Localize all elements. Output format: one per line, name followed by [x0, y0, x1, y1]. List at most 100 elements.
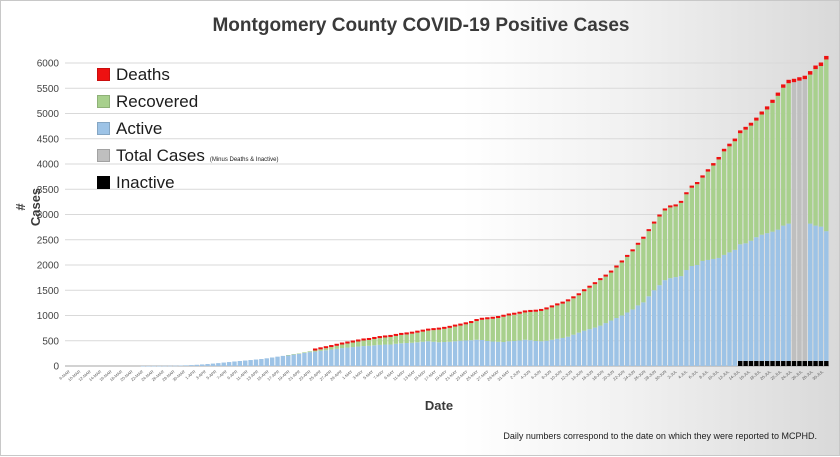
bar-active: [646, 296, 651, 366]
bar-active: [140, 365, 146, 367]
bar-recovered: [603, 276, 608, 324]
bar-active: [565, 336, 571, 366]
y-tick-label: 1000: [37, 311, 60, 322]
bar-deaths: [770, 99, 775, 103]
bar-active: [608, 320, 614, 366]
bar-deaths: [614, 265, 619, 268]
bar-deaths: [748, 122, 754, 126]
bar-recovered: [425, 330, 431, 342]
y-axis-label: # Cases: [13, 187, 43, 227]
bar-inactive: [791, 360, 797, 366]
bar-active: [382, 344, 388, 366]
legend-swatch-active: [97, 122, 110, 135]
x-tick-label: 8-JUL: [698, 368, 710, 379]
bar-active: [221, 362, 226, 366]
bar-recovered: [404, 334, 409, 344]
x-tick-label: 9-MAY: [383, 369, 396, 381]
bar-recovered: [619, 262, 625, 316]
x-tick-label: 6-JUN: [530, 369, 542, 380]
x-tick-label: 7-APR: [216, 369, 228, 380]
bar-active: [818, 226, 824, 361]
bar-recovered: [409, 333, 415, 343]
bar-active: [350, 347, 356, 366]
bar-deaths: [538, 308, 544, 311]
legend-note-total-cases: (Minus Deaths & Inactive): [209, 156, 279, 163]
x-tick-label: 4-JUN: [519, 369, 531, 380]
bar-deaths: [797, 77, 802, 81]
bar-active: [711, 258, 716, 366]
bar-active: [506, 341, 512, 366]
y-tick-label: 4000: [37, 160, 60, 171]
bar-recovered: [775, 95, 781, 230]
x-tick-label: 5-MAY: [362, 369, 375, 381]
bar-recovered: [781, 87, 786, 226]
bar-active: [662, 280, 668, 366]
bar-recovered: [608, 272, 614, 321]
bar-recovered: [522, 312, 528, 340]
bar-deaths: [479, 317, 485, 320]
bar-recovered: [684, 194, 689, 271]
x-tick-label: 6-JUL: [687, 368, 699, 379]
bar-active: [372, 345, 377, 366]
bar-recovered: [587, 287, 592, 330]
bar-inactive: [797, 360, 802, 366]
y-tick-label: 4500: [37, 134, 60, 145]
bar-recovered: [727, 146, 732, 253]
bar-recovered: [786, 83, 791, 224]
bar-recovered: [738, 133, 743, 245]
bar-active: [560, 337, 565, 366]
bar-deaths: [485, 317, 490, 320]
bar-deaths: [619, 260, 625, 263]
bar-active: [366, 345, 372, 366]
bar-deaths: [824, 55, 829, 60]
bar-recovered: [721, 151, 727, 255]
bar-recovered: [307, 351, 313, 353]
bar-recovered: [291, 354, 296, 355]
bar-recovered: [474, 321, 479, 340]
bar-active: [721, 254, 727, 366]
bar-recovered: [377, 338, 382, 345]
legend-label-recovered: Recovered: [116, 91, 199, 111]
bar-recovered: [614, 267, 619, 319]
bar-active: [512, 341, 517, 366]
bar-active: [248, 360, 253, 366]
bar-deaths: [603, 274, 608, 277]
bar-recovered: [463, 324, 469, 341]
bar-deaths: [571, 296, 576, 299]
bar-active: [469, 340, 474, 366]
bar-recovered: [571, 298, 576, 335]
bar-deaths: [415, 330, 420, 333]
bar-recovered: [469, 323, 474, 341]
legend-label-deaths: Deaths: [116, 64, 170, 84]
bar-active: [302, 352, 307, 366]
bar-active: [694, 265, 700, 366]
bar-recovered: [506, 315, 512, 342]
bar-active: [205, 364, 210, 366]
bar-active: [253, 359, 259, 366]
bar-active: [614, 318, 619, 366]
bar-recovered: [361, 340, 366, 347]
bar-recovered: [813, 69, 818, 226]
bar-active: [592, 327, 598, 366]
bar-active: [275, 356, 280, 366]
bar-active: [404, 343, 409, 366]
bar-active: [727, 252, 732, 366]
x-tick-label: 6-MAR: [58, 369, 71, 381]
y-tick-label: 6000: [37, 59, 60, 70]
bar-deaths: [361, 338, 366, 341]
y-tick-label: 5000: [37, 109, 60, 120]
bar-deaths: [372, 336, 377, 339]
bar-deaths: [560, 301, 565, 304]
bar-recovered: [393, 335, 399, 344]
bar-deaths: [447, 325, 452, 328]
bar-active: [657, 285, 662, 366]
bar-active: [824, 231, 829, 361]
bar-deaths: [393, 333, 399, 336]
x-tick-label: 30-JUL: [811, 368, 825, 381]
bar-active: [183, 365, 189, 366]
bar-active: [775, 229, 781, 361]
bar-recovered: [452, 326, 458, 342]
bar-active: [754, 237, 759, 361]
bar-recovered: [366, 339, 372, 346]
